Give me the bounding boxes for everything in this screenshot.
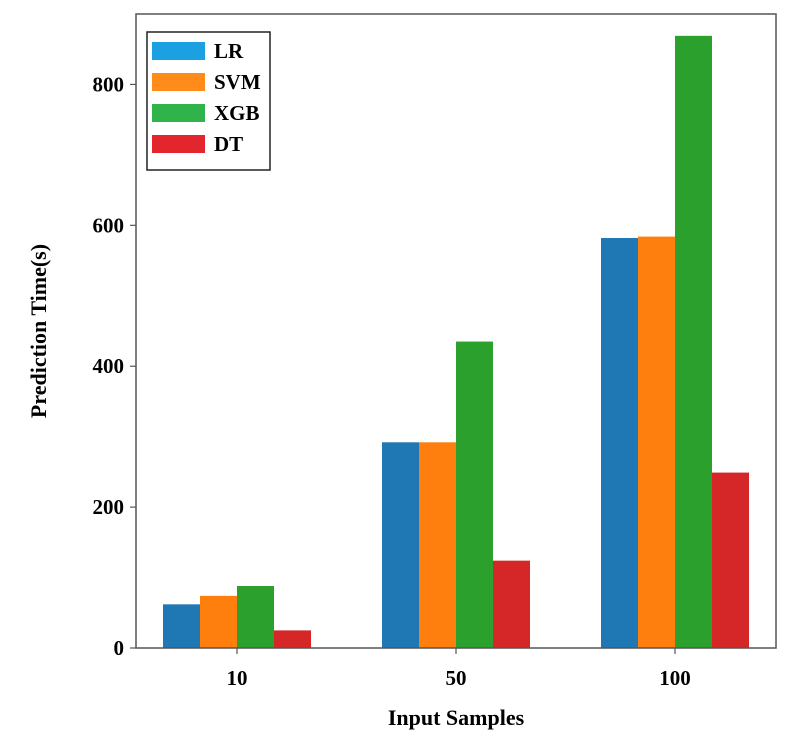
x-tick-label-10: 10 [227,666,248,690]
bar-xgb-50 [456,341,493,648]
y-tick-label: 800 [93,72,125,96]
y-tick-label: 600 [93,213,125,237]
legend-label-xgb: XGB [214,101,260,125]
x-tick-label-50: 50 [446,666,467,690]
bar-xgb-100 [675,35,712,649]
bar-lr-10 [163,604,200,648]
legend-label-svm: SVM [214,70,261,94]
x-tick-label-100: 100 [659,666,691,690]
bar-svm-10 [200,595,237,648]
bar-xgb-10 [237,586,274,648]
x-axis-title: Input Samples [388,705,525,730]
legend-swatch-lr [152,42,205,60]
bar-lr-50 [382,442,419,648]
y-axis-title: Prediction Time(s) [26,244,51,418]
legend-label-dt: DT [214,132,243,156]
bar-svm-100 [638,236,675,649]
bar-dt-100 [712,472,749,648]
bar-lr-100 [601,238,638,648]
bar-dt-50 [493,560,530,648]
y-tick-label: 400 [93,354,125,378]
legend-swatch-svm [152,73,205,91]
legend-swatch-xgb [152,104,205,122]
x-axis: 10 50 100 [227,648,691,690]
y-tick-label: 200 [93,495,125,519]
y-axis: 0 200 400 600 800 [93,72,136,660]
legend-label-lr: LR [214,39,244,63]
bar-dt-10 [274,630,311,648]
bars-group [163,35,749,649]
bar-svm-50 [419,442,456,648]
legend-swatch-dt [152,135,205,153]
legend: LR SVM XGB DT [146,31,271,171]
y-tick-label: 0 [114,636,125,660]
